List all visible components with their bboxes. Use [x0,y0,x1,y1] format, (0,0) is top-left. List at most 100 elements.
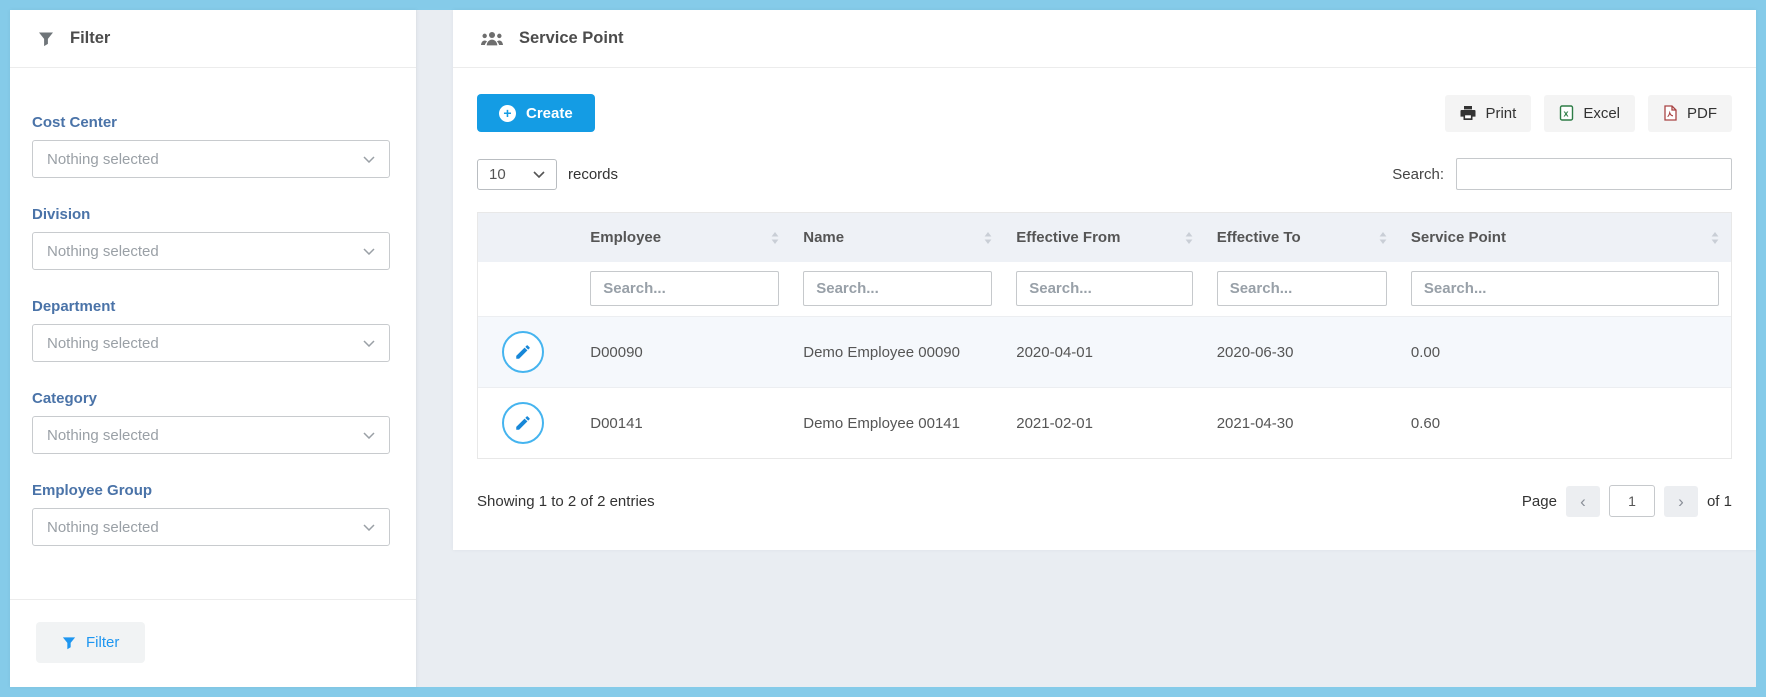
effective-to-column-search-input[interactable] [1216,271,1387,306]
employee-cell: D00141 [590,414,643,432]
page-title: Service Point [519,29,624,47]
cost-center-select[interactable]: Nothing selected [32,140,390,178]
page-label: Page [1521,492,1557,510]
page-size-select[interactable]: 10 [477,158,557,190]
filter-group-department: Department Nothing selected [32,298,390,362]
filter-group-cost-center: Cost Center Nothing selected [32,114,390,178]
table-row: D00141 Demo Employee 00141 2021-02-01 20… [478,387,1731,459]
chevron-down-icon [363,339,375,347]
edit-row-button[interactable] [502,331,544,373]
global-search: Search: [1392,158,1732,190]
service-point-cell: 0.60 [1410,414,1441,432]
apply-filter-button[interactable]: Filter [36,622,146,663]
category-select[interactable]: Nothing selected [32,416,390,454]
chevron-right-icon: › [1678,491,1684,511]
filter-panel-footer: Filter [10,599,416,687]
department-select[interactable]: Nothing selected [32,324,390,362]
department-label: Department [32,298,116,315]
global-search-label: Search: [1392,165,1444,183]
excel-button-label: Excel [1583,104,1620,122]
actions-search-cell [478,262,579,317]
chevron-down-icon [363,431,375,439]
department-select-value: Nothing selected [47,334,159,352]
printer-icon [1460,106,1476,120]
column-label: Employee [590,229,662,246]
print-button-label: Print [1485,104,1517,122]
division-select-value: Nothing selected [47,242,159,260]
sort-icon [1379,231,1387,244]
column-header-effective-from[interactable]: Effective From [1004,213,1205,262]
page-size-control: 10 records [477,158,619,190]
name-column-search-input[interactable] [803,271,993,306]
filter-panel-body: Cost Center Nothing selected Division No… [10,68,416,599]
export-buttons: Print x Excel [1445,94,1732,132]
service-point-table: Employee Name [477,212,1732,459]
effective-from-cell: 2021-02-01 [1016,414,1093,432]
chevron-down-icon [363,247,375,255]
filter-group-category: Category Nothing selected [32,390,390,454]
cost-center-label: Cost Center [32,114,118,131]
employee-column-search-input[interactable] [590,271,780,306]
column-label: Effective To [1216,229,1301,246]
edit-row-button[interactable] [502,402,544,444]
current-page-input[interactable] [1608,485,1655,517]
panel-gap [417,10,453,687]
filter-group-employee-group: Employee Group Nothing selected [32,482,390,546]
previous-page-button[interactable]: ‹ [1565,485,1600,517]
column-header-name[interactable]: Name [791,213,1005,262]
effective-to-cell: 2021-04-30 [1216,414,1294,432]
sort-icon [1185,231,1193,244]
employee-group-label: Employee Group [32,482,153,499]
next-page-button[interactable]: › [1663,485,1698,517]
pencil-icon [516,345,530,359]
excel-file-icon: x [1560,105,1574,121]
pdf-file-icon [1664,105,1677,121]
employee-group-select[interactable]: Nothing selected [32,508,390,546]
service-point-column-search-input[interactable] [1410,271,1719,306]
filter-group-division: Division Nothing selected [32,206,390,270]
column-header-effective-to[interactable]: Effective To [1204,213,1399,262]
pagination: Page ‹ › of 1 [1522,485,1732,517]
create-button[interactable]: + Create [477,94,595,132]
records-row: 10 records Search: [477,158,1732,190]
column-label: Service Point [1410,229,1506,246]
column-header-service-point[interactable]: Service Point [1398,213,1731,262]
pencil-icon [516,416,530,430]
pdf-button-label: PDF [1687,104,1717,122]
main-area: Service Point + Create [453,10,1756,687]
card-header: Service Point [453,10,1756,68]
create-button-label: Create [526,104,573,122]
sort-icon [1711,231,1719,244]
effective-from-column-search-input[interactable] [1016,271,1193,306]
apply-filter-label: Filter [86,634,120,651]
toolbar: + Create Print [477,94,1732,132]
print-button[interactable]: Print [1445,94,1532,132]
service-point-card: Service Point + Create [453,10,1756,550]
effective-from-cell: 2020-04-01 [1016,343,1093,361]
plus-circle-icon: + [499,104,516,122]
category-select-value: Nothing selected [47,426,159,444]
showing-entries-text: Showing 1 to 2 of 2 entries [477,492,655,510]
page-size-value: 10 [489,165,506,183]
svg-text:x: x [1564,109,1569,119]
division-select[interactable]: Nothing selected [32,232,390,270]
column-search-row [478,262,1731,317]
filter-panel-title: Filter [70,29,111,47]
filter-panel: Filter Cost Center Nothing selected Divi… [10,10,417,687]
sort-icon [771,231,779,244]
global-search-input[interactable] [1456,158,1732,190]
column-header-employee[interactable]: Employee [578,213,792,262]
chevron-down-icon [533,170,545,178]
workspace: Filter Cost Center Nothing selected Divi… [10,10,1756,687]
chevron-down-icon [363,155,375,163]
pdf-button[interactable]: PDF [1648,94,1732,132]
name-cell: Demo Employee 00141 [803,414,960,432]
chevron-down-icon [363,523,375,531]
excel-button[interactable]: x Excel [1544,94,1635,132]
division-label: Division [32,206,91,223]
funnel-icon [62,636,76,649]
column-label: Name [803,229,845,246]
table-row: D00090 Demo Employee 00090 2020-04-01 20… [478,316,1731,388]
category-label: Category [32,390,98,407]
records-label: records [568,165,619,183]
